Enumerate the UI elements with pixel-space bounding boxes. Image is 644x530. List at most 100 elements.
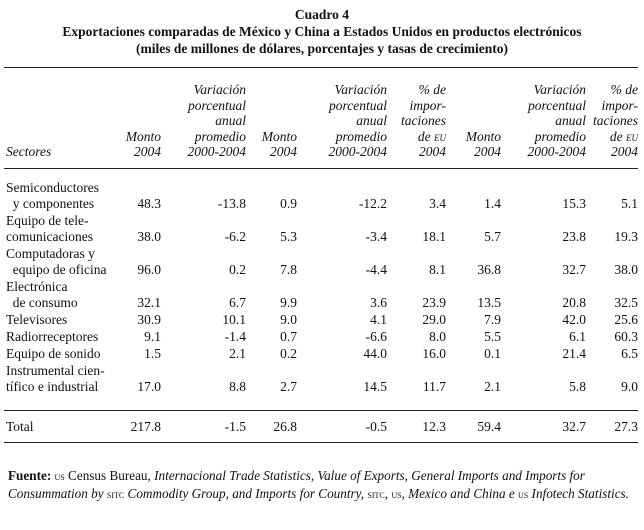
table-cell: 1.5 [144, 346, 161, 361]
sector-label-line: Computadoras y [6, 246, 95, 261]
header-mexico-monto: Monto 2004 [126, 129, 161, 160]
table-cell: 38.0 [137, 229, 161, 244]
header-line: anual [555, 113, 586, 129]
table-cell: 29.0 [422, 312, 446, 327]
sector-label-line: comunicaciones [6, 229, 93, 244]
table-cell: 5.1 [621, 196, 638, 211]
table-cell: 10.1 [222, 312, 246, 327]
header-china-importaciones: % de impor-taciones de eu 2004 [401, 82, 446, 160]
table-cell: 2.1 [229, 346, 246, 361]
footnote-us: us [54, 469, 65, 483]
sector-label: Equipo de sonido [6, 346, 101, 362]
header-line: 2004 [270, 144, 297, 160]
sector-label: Computadoras y equipo de oficina [6, 246, 106, 278]
table-cell: 18.1 [422, 229, 446, 244]
table-cell: 9.1 [144, 329, 161, 344]
table-cell: 9.9 [280, 295, 297, 310]
table-cell: 5.5 [484, 329, 501, 344]
table-cell: -6.2 [224, 229, 246, 244]
sector-label: Electrónica de consumo [6, 279, 78, 311]
table-cell: -3.4 [365, 229, 387, 244]
header-china-variacion: Variación porcentual anual promedio 2000-200… [329, 82, 388, 160]
table-cell: 9.0 [280, 312, 297, 327]
sector-label: Semiconductores y componentes [6, 180, 99, 212]
table-cell: -13.8 [217, 196, 246, 211]
header-line: 2000-2004 [328, 144, 388, 160]
table-cell: 32.5 [614, 295, 638, 310]
header-line: promedio [335, 128, 387, 144]
total-cell: 59.4 [477, 419, 501, 434]
table-cell: 32.1 [137, 295, 161, 310]
table-cell: 0.9 [280, 196, 297, 211]
sector-label-line: Radiorreceptores [6, 329, 99, 344]
header-line: porcentual [528, 97, 586, 113]
table-cell: 38.0 [614, 262, 638, 277]
table-cell: 20.8 [562, 295, 586, 310]
caption-number: Cuadro 4 [294, 7, 350, 22]
table-cell: 19.3 [614, 229, 638, 244]
total-cell: 217.8 [130, 419, 161, 434]
footnote-title-3: , Mexico and China e [401, 486, 519, 501]
table-cell: 44.0 [363, 346, 387, 361]
header-line: % de [418, 82, 446, 98]
table-cell: 2.1 [484, 379, 501, 394]
sector-label: Equipo de tele-comunicaciones [6, 213, 93, 245]
header-line: 2004 [419, 144, 446, 160]
table-cell: 60.3 [614, 329, 638, 344]
footnote-lead: Fuente: [8, 468, 52, 483]
table-cell: 11.7 [422, 379, 446, 394]
table-cell: 23.9 [422, 295, 446, 310]
table-cell: 17.0 [137, 379, 161, 394]
table-cell: -6.6 [365, 329, 387, 344]
header-line: porcentual [329, 97, 387, 113]
footnote-us-2: us [391, 487, 402, 501]
table-cell: 96.0 [137, 262, 161, 277]
header-line: de eu [609, 128, 638, 144]
table-cell: 14.5 [363, 379, 387, 394]
header-line: Monto [261, 128, 297, 144]
header-line: taciones [593, 113, 638, 129]
source-footnote: Fuente: us Census Bureau, Internacional … [8, 467, 638, 503]
header-sectores: Sectores [6, 144, 52, 160]
sector-label-line: Equipo de tele- [6, 213, 89, 228]
table-cell: 9.0 [621, 379, 638, 394]
table-cell: -4.4 [365, 262, 387, 277]
table-cell: 5.3 [280, 229, 297, 244]
top-rule [4, 67, 638, 68]
header-line: impor- [409, 97, 446, 113]
sector-label-line: y componentes [6, 196, 95, 211]
table-cell: 2.7 [280, 379, 297, 394]
header-eu-monto: Monto 2004 [466, 129, 501, 160]
caption-subtitle: (miles de millones de dólares, porcentaj… [136, 41, 508, 56]
table-cell: 15.3 [562, 196, 586, 211]
header-line: taciones [401, 113, 446, 129]
sector-label-line: tífico e industrial [6, 379, 99, 394]
header-line: 2004 [611, 144, 638, 160]
table-cell: 8.0 [429, 329, 446, 344]
table-cell: 0.2 [229, 262, 246, 277]
header-line: Monto [465, 128, 501, 144]
sector-label: Televisores [6, 312, 67, 328]
footnote-title-4: Infotech Statistics. [528, 486, 629, 501]
header-line: de eu [417, 128, 446, 144]
footnote-title-2: Commodity Group, and Imports for Country… [124, 486, 368, 501]
table-caption: Cuadro 4 Exportaciones comparadas de Méx… [0, 6, 644, 57]
header-line: 2004 [474, 144, 501, 160]
total-cell: 12.3 [422, 419, 446, 434]
table-cell: 8.1 [429, 262, 446, 277]
header-eu-variacion: Variación porcentual anual promedio 2000-200… [528, 82, 587, 160]
header-line: Monto [125, 128, 161, 144]
header-eu-importaciones: % de impor-taciones de eu 2004 [593, 82, 638, 160]
footnote-us-3: us [518, 487, 529, 501]
header-line: impor- [601, 97, 638, 113]
caption-title: Exportaciones comparadas de México y Chi… [62, 24, 582, 39]
table-cell: 48.3 [137, 196, 161, 211]
total-cell: -1.5 [224, 419, 246, 434]
table-cell: 0.1 [484, 346, 501, 361]
header-line: Variación [193, 82, 247, 98]
header-china-monto: Monto 2004 [262, 129, 297, 160]
footnote-comma: , [384, 486, 392, 501]
table-cell: 6.7 [229, 295, 246, 310]
table-cell: 25.6 [614, 312, 638, 327]
header-line: promedio [534, 128, 586, 144]
